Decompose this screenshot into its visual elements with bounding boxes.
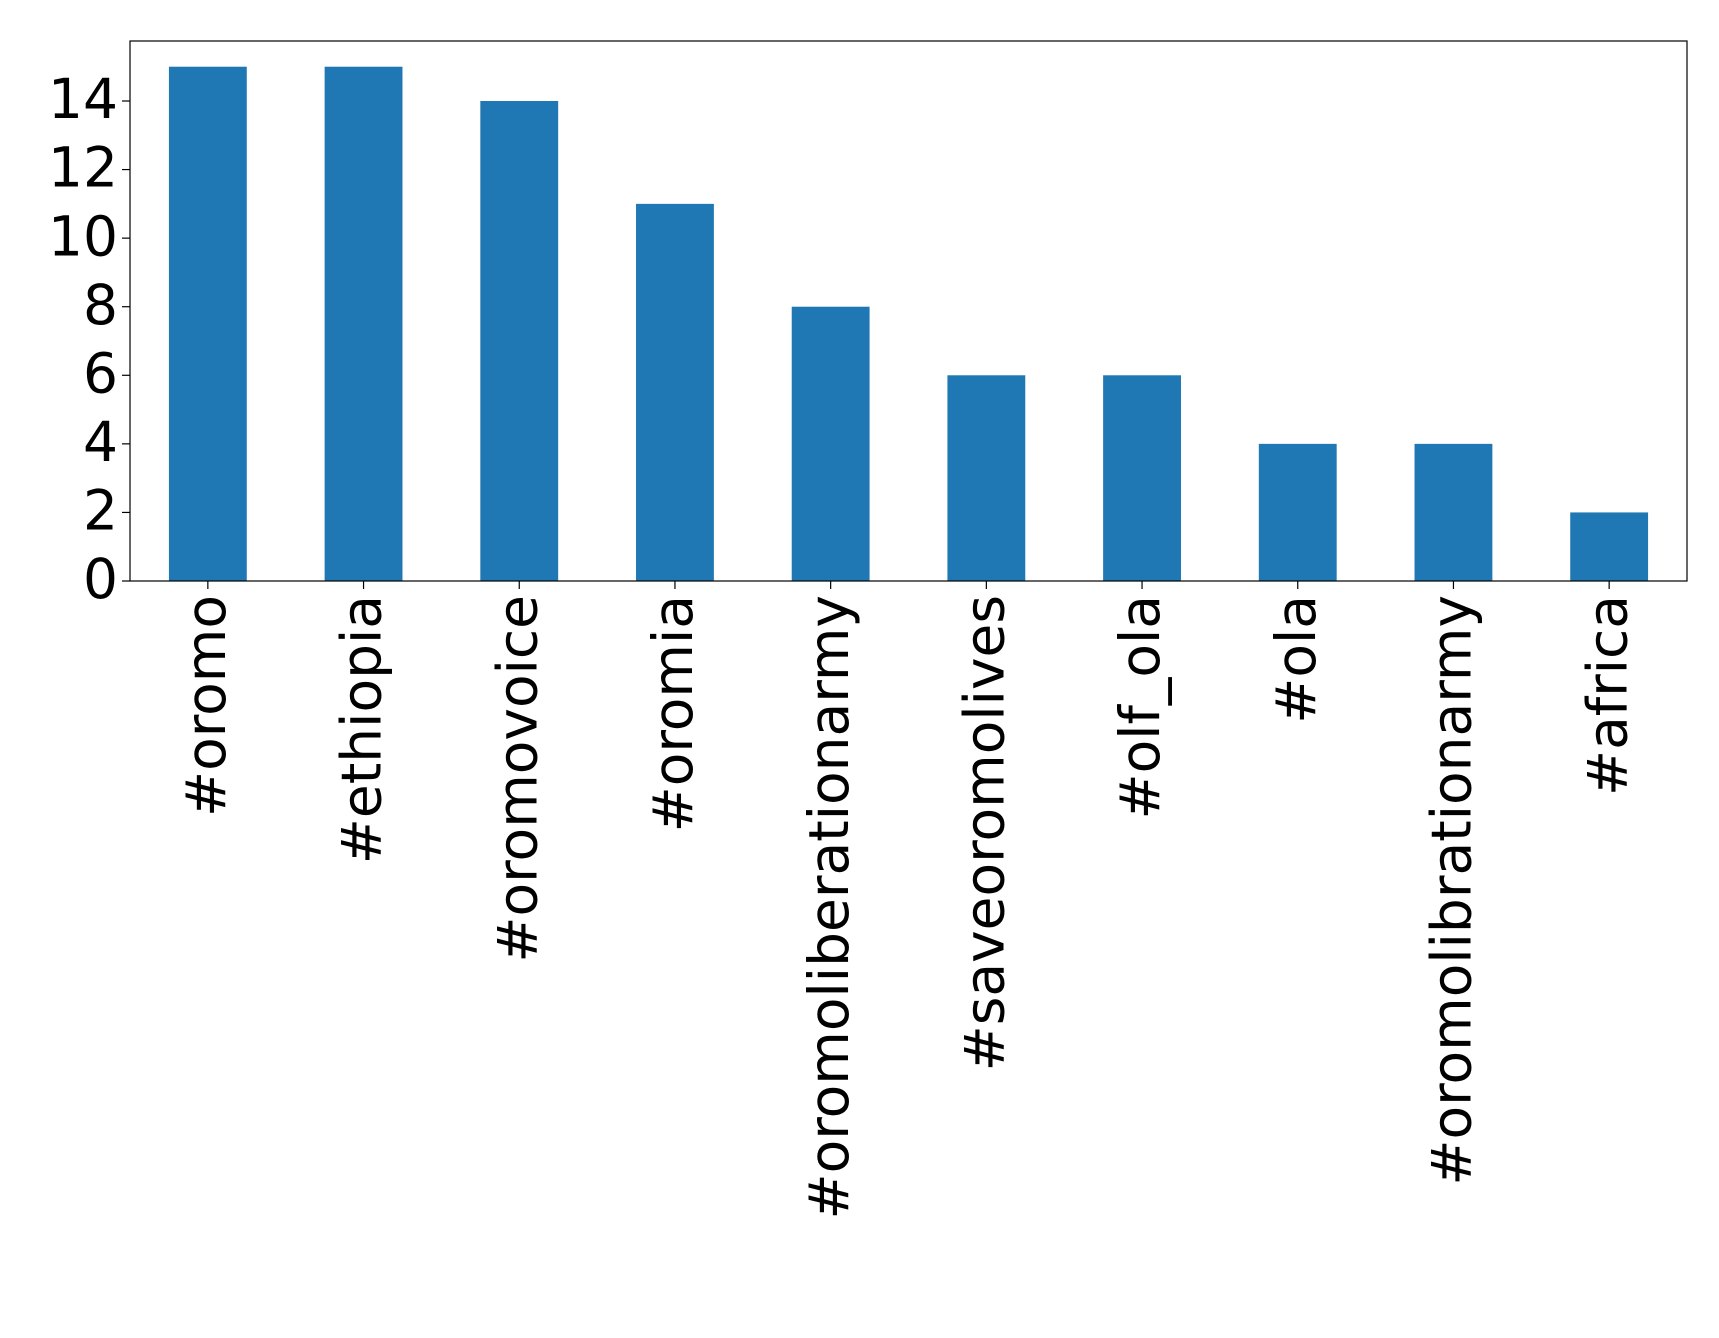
bar bbox=[791, 306, 870, 581]
y-tick-label: 4 bbox=[83, 410, 118, 474]
y-tick-label: 12 bbox=[48, 136, 118, 200]
x-tick-label: #oromolibrationarmy bbox=[1420, 595, 1484, 1186]
x-tick-label: #olf_ola bbox=[1108, 595, 1172, 820]
y-tick-label: 8 bbox=[83, 273, 118, 337]
y-tick-label: 14 bbox=[48, 67, 118, 131]
y-tick-label: 6 bbox=[83, 341, 118, 405]
bar bbox=[947, 375, 1026, 581]
x-tick-label: #ola bbox=[1264, 595, 1328, 724]
bar bbox=[1103, 375, 1181, 581]
bar bbox=[636, 203, 714, 581]
bar bbox=[168, 66, 247, 581]
bar bbox=[1258, 443, 1337, 581]
x-tick-label: #oromo bbox=[174, 595, 238, 817]
bar bbox=[480, 101, 559, 581]
y-tick-label: 2 bbox=[83, 479, 118, 543]
x-tick-label: #oromovoice bbox=[485, 595, 549, 963]
bar bbox=[324, 66, 403, 581]
x-tick-label: #oromoliberationarmy bbox=[797, 595, 861, 1219]
x-tick-label: #ethiopia bbox=[330, 595, 394, 864]
y-tick-label: 10 bbox=[48, 204, 118, 268]
plot-frame bbox=[129, 40, 1688, 582]
x-tick-label: #oromia bbox=[641, 595, 705, 832]
x-tick-label: #saveoromolives bbox=[952, 595, 1016, 1071]
bar bbox=[1570, 512, 1649, 581]
y-tick-label: 0 bbox=[83, 547, 118, 611]
x-tick-label: #africa bbox=[1575, 595, 1639, 796]
bar bbox=[1414, 443, 1493, 581]
